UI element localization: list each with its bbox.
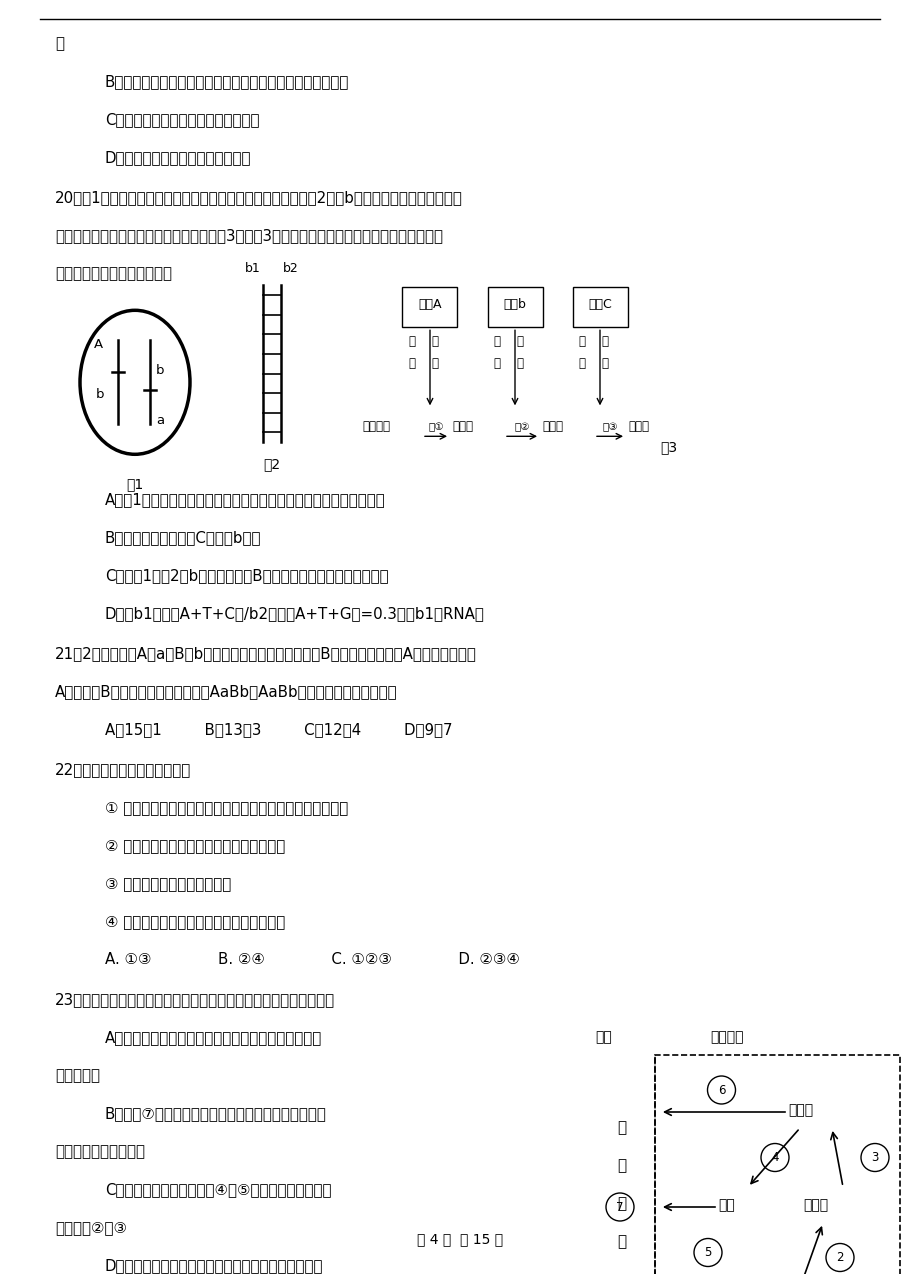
Text: 分子状态图，该生物的黑色素产生需要如图3所示的3类基因参与控制，三类基因的控制均表现为: 分子状态图，该生物的黑色素产生需要如图3所示的3类基因参与控制，三类基因的控制均… [55, 228, 443, 243]
Text: 血管: 血管 [595, 1029, 611, 1043]
Bar [654, 1055, 899, 1274]
Text: 第 4 页  共 15 页: 第 4 页 共 15 页 [416, 1232, 503, 1246]
Text: 制: 制 [408, 357, 415, 371]
Text: 21．2对等位基因A、a、B、b位于两对同源染色体上，基因B控制的性状受基因A的抑制，即基因: 21．2对等位基因A、a、B、b位于两对同源染色体上，基因B控制的性状受基因A的… [55, 646, 476, 661]
Text: 图2: 图2 [263, 457, 280, 471]
Text: 基因C: 基因C [587, 298, 611, 311]
Text: A．人体内甘油三酯的运输携带者主要是乳糜微粒和低: A．人体内甘油三酯的运输携带者主要是乳糜微粒和低 [105, 1029, 322, 1045]
Text: 图1: 图1 [126, 478, 143, 492]
Text: 23．下图表示甘油三酯在脂肪细胞中代谢途径，下列分析中正确的是: 23．下图表示甘油三酯在脂肪细胞中代谢途径，下列分析中正确的是 [55, 992, 335, 1006]
Text: 7: 7 [616, 1200, 623, 1214]
Text: 物质甲: 物质甲 [451, 420, 472, 433]
Text: B．图中可以说明基因C与基因b连锁: B．图中可以说明基因C与基因b连锁 [105, 530, 261, 545]
Text: ① 收缩压和舒张压分别发生在心房的收缩期与心室的舒张期: ① 收缩压和舒张压分别发生在心房的收缩期与心室的舒张期 [105, 800, 348, 815]
Text: 22．关于血压的叙述，正确的是: 22．关于血压的叙述，正确的是 [55, 762, 191, 777]
Text: 合: 合 [431, 335, 438, 348]
Text: b1: b1 [245, 262, 261, 275]
Text: D．血液的甘油三酯主要来源是食物中脂肪的消化吸收: D．血液的甘油三酯主要来源是食物中脂肪的消化吸收 [105, 1257, 323, 1273]
Text: 酶②: 酶② [514, 422, 529, 432]
Text: 制: 制 [493, 357, 500, 371]
Text: 密度脂蛋白: 密度脂蛋白 [55, 1068, 100, 1083]
Text: B．途径⑦所示的甘油、脂肪酸经血液循环主要送至肝: B．途径⑦所示的甘油、脂肪酸经血液循环主要送至肝 [105, 1106, 326, 1121]
Text: b: b [96, 387, 104, 401]
Text: 20．图1表示某生物正常个体的体细胞基因和染色体的关系，图2表示b基因正常转录过程中的局部: 20．图1表示某生物正常个体的体细胞基因和染色体的关系，图2表示b基因正常转录过… [55, 190, 462, 205]
Text: 图3: 图3 [659, 441, 676, 455]
Text: 三: 三 [617, 1196, 626, 1212]
Text: ④ 血管的管腔大小和血浆渗透压都影响血压: ④ 血管的管腔大小和血浆渗透压都影响血压 [105, 915, 285, 929]
Text: 细胞重新合成甘油三酯: 细胞重新合成甘油三酯 [55, 1144, 145, 1159]
Text: A: A [94, 338, 102, 350]
Text: 油: 油 [617, 1158, 626, 1173]
Bar [403, 288, 457, 327]
Text: 酯: 酯 [617, 1235, 626, 1249]
Text: C．若图1中的2个b基因都突变为B，则该生物体可以合成出物质乙: C．若图1中的2个b基因都突变为B，则该生物体可以合成出物质乙 [105, 568, 388, 583]
Text: D．若b1链的（A+T+C）/b2链的（A+T+G）=0.3，则b1为RNA链: D．若b1链的（A+T+C）/b2链的（A+T+G）=0.3，则b1为RNA链 [105, 606, 484, 622]
Text: 基因A: 基因A [418, 298, 441, 311]
Text: A. ①③              B. ②④              C. ①②③              D. ②③④: A. ①③ B. ②④ C. ①②③ D. ②③④ [105, 952, 519, 967]
Text: 控: 控 [578, 335, 584, 348]
Text: 基因b: 基因b [503, 298, 526, 311]
Text: C．胰岛素可促进代谢途径④和⑤，而肾上腺素可抑制: C．胰岛素可促进代谢途径④和⑤，而肾上腺素可抑制 [105, 1182, 331, 1198]
Text: 酶①: 酶① [427, 422, 443, 432]
Text: 6: 6 [717, 1083, 724, 1097]
Text: b2: b2 [283, 262, 299, 275]
Text: 无色物质: 无色物质 [361, 420, 390, 433]
Text: ② 血压的调节包含神经和激素两种调节方式: ② 血压的调节包含神经和激素两种调节方式 [105, 838, 285, 854]
Text: 合: 合 [601, 335, 607, 348]
Text: 脂肪细胞: 脂肪细胞 [709, 1029, 743, 1043]
Text: 成: 成 [601, 357, 607, 371]
Text: 甘: 甘 [617, 1120, 626, 1135]
Text: 黑色素: 黑色素 [628, 420, 648, 433]
Text: 3: 3 [870, 1150, 878, 1164]
Text: 甘油: 甘油 [717, 1198, 734, 1212]
Text: ③ 副交感神经兴奋会升高血压: ③ 副交感神经兴奋会升高血压 [105, 877, 231, 891]
Text: 控: 控 [493, 335, 500, 348]
Text: 4: 4 [770, 1150, 777, 1164]
Text: 中: 中 [55, 36, 64, 51]
Text: 制: 制 [578, 357, 584, 371]
Text: 脂肪酸: 脂肪酸 [802, 1198, 827, 1212]
Text: 控: 控 [408, 335, 415, 348]
Text: C．未离体的体细胞不会表现出全能性: C．未离体的体细胞不会表现出全能性 [105, 112, 259, 127]
Text: b: b [155, 364, 165, 377]
Text: D．分化过程中遗传物质发生了改变: D．分化过程中遗传物质发生了改变 [105, 150, 251, 166]
Text: B．分化是基因在特定的时间和空间条件下选择性表达的结果: B．分化是基因在特定的时间和空间条件下选择性表达的结果 [105, 74, 349, 89]
Text: 葡萄糖: 葡萄糖 [788, 1103, 812, 1117]
Text: 合: 合 [516, 335, 523, 348]
Text: a: a [155, 414, 164, 427]
Text: 物质乙: 物质乙 [541, 420, 562, 433]
Text: 5: 5 [704, 1246, 711, 1259]
Text: A．图1所示的基因与染色体的关系说明该生物体肯定不能合成黑色素: A．图1所示的基因与染色体的关系说明该生物体肯定不能合成黑色素 [105, 492, 385, 507]
Text: 成: 成 [516, 357, 523, 371]
Text: 完全显性，下列说法正确的是: 完全显性，下列说法正确的是 [55, 266, 172, 280]
Text: 2: 2 [835, 1251, 843, 1264]
Text: 酶③: 酶③ [602, 422, 617, 432]
Bar [487, 288, 542, 327]
Text: A不存在时B控制的性状才能表现。则AaBb与AaBb杂交后代的表现型之比为: A不存在时B控制的性状才能表现。则AaBb与AaBb杂交后代的表现型之比为 [55, 684, 397, 699]
Bar [572, 288, 627, 327]
Text: 成: 成 [431, 357, 438, 371]
Text: 代谢途径②和③: 代谢途径②和③ [55, 1220, 127, 1235]
Text: A、15：1         B、13：3         C、12：4         D、9：7: A、15：1 B、13：3 C、12：4 D、9：7 [105, 722, 452, 738]
